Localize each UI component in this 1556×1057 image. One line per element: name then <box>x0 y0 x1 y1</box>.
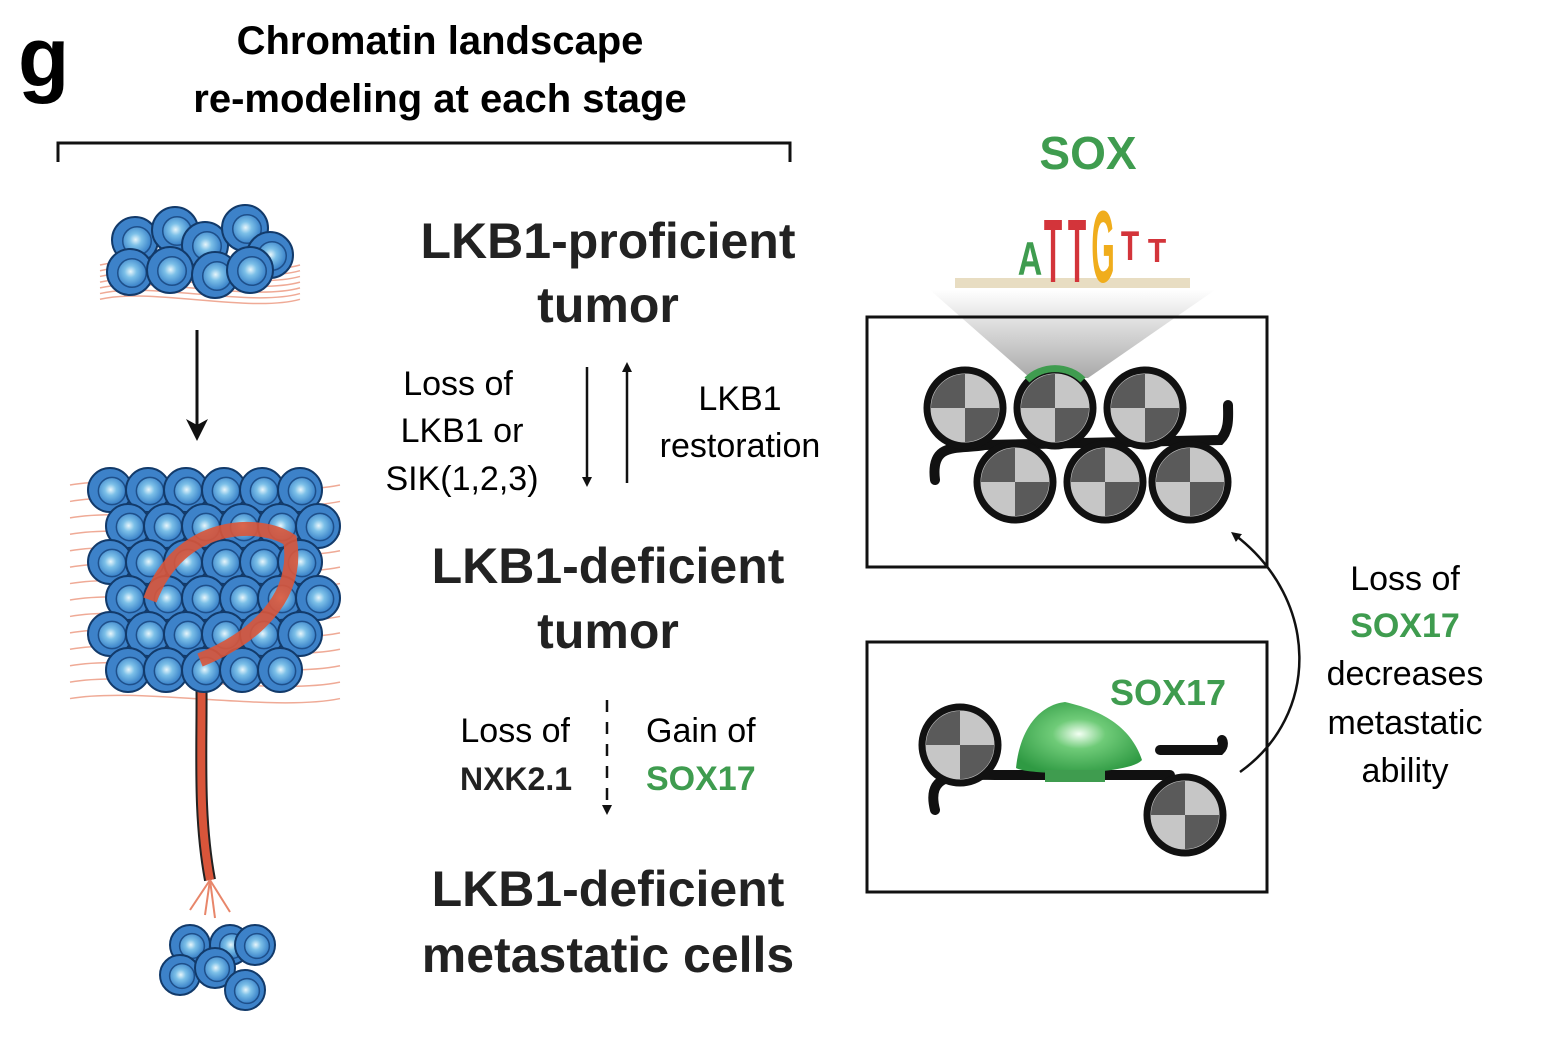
vessel-branch <box>209 879 231 913</box>
tumor-illustration <box>69 204 341 1011</box>
dna <box>929 400 1234 485</box>
nucleus <box>168 962 196 990</box>
histone-quadrant <box>1105 482 1139 516</box>
nucleus <box>153 656 183 686</box>
histone-quadrant <box>931 374 965 408</box>
nucleus <box>173 620 203 650</box>
side-note: decreases <box>1327 655 1484 693</box>
transition-text: Loss of <box>460 712 570 750</box>
stage-label: metastatic cells <box>422 927 794 983</box>
nucleus <box>249 548 279 578</box>
histone-quadrant <box>965 408 999 442</box>
transition-text: LKB1 <box>698 380 781 418</box>
stroma-fiber <box>99 295 301 305</box>
histone-quadrant <box>926 711 960 745</box>
transition-text: Loss of <box>403 365 513 403</box>
vessel-branch <box>189 879 211 911</box>
nucleus <box>305 584 335 614</box>
transition-text: SIK(1,2,3) <box>385 460 538 498</box>
side-note: ability <box>1362 752 1449 790</box>
tumor-vessel <box>143 521 299 667</box>
histone-quadrant <box>1015 482 1049 516</box>
nucleus <box>203 955 231 983</box>
histone-quadrant <box>1071 448 1105 482</box>
nucleus <box>229 584 259 614</box>
nucleus <box>287 476 317 506</box>
nucleus <box>135 476 165 506</box>
nucleus <box>153 512 183 542</box>
vessel-branch <box>204 879 211 916</box>
nucleus <box>116 257 148 289</box>
histone-quadrant <box>1021 374 1055 408</box>
nucleus <box>97 620 127 650</box>
motif-label: SOX <box>1039 127 1136 179</box>
logo-letter: G <box>1091 190 1114 304</box>
nucleus <box>305 512 335 542</box>
logo-letter: T <box>1121 222 1139 269</box>
stage-label: tumor <box>537 603 679 659</box>
transition-text: LKB1 or <box>401 412 524 450</box>
binding-site <box>1045 770 1105 782</box>
histone-quadrant <box>981 448 1015 482</box>
sox17-protein <box>1016 702 1142 773</box>
vessel-branch <box>209 879 216 919</box>
stage-label: tumor <box>537 277 679 333</box>
header-title: re-modeling at each stage <box>193 77 686 121</box>
nucleus <box>249 476 279 506</box>
nucleus <box>211 548 241 578</box>
logo-noise <box>955 278 1190 288</box>
transition-text: NXK2.1 <box>460 761 572 797</box>
nucleus <box>191 584 221 614</box>
nucleus <box>135 620 165 650</box>
histone-quadrant <box>1111 374 1145 408</box>
stage-label: LKB1-deficient <box>432 861 785 917</box>
protein-label: SOX17 <box>1110 672 1226 713</box>
nucleus <box>233 977 261 1005</box>
nucleosomes <box>918 365 1234 857</box>
header-title: Chromatin landscape <box>237 19 644 63</box>
nucleus <box>97 476 127 506</box>
side-note: SOX17 <box>1350 607 1460 645</box>
transition-text: SOX17 <box>646 760 756 798</box>
logo-letter: T <box>1044 202 1062 303</box>
nucleus <box>156 255 188 287</box>
logo-letter: T <box>1148 232 1166 270</box>
motif-logo: A T T G T T <box>955 190 1190 304</box>
motif-cone <box>930 290 1215 378</box>
histone-quadrant <box>1185 815 1219 849</box>
nucleus <box>173 476 203 506</box>
stage-label: LKB1-deficient <box>432 538 785 594</box>
nucleus <box>236 255 268 287</box>
nucleus <box>267 656 297 686</box>
nucleus <box>115 584 145 614</box>
logo-letter: T <box>1068 202 1086 303</box>
nucleus <box>229 656 259 686</box>
histone-quadrant <box>1151 781 1185 815</box>
side-note: metastatic <box>1328 704 1483 742</box>
transition-text: restoration <box>660 427 821 465</box>
nucleus <box>211 476 241 506</box>
chromatin-box <box>865 315 1269 569</box>
histone-quadrant <box>1156 448 1190 482</box>
curved-arrow <box>1231 531 1301 774</box>
bracket <box>56 141 792 162</box>
sox-site <box>1024 365 1086 383</box>
histone-quadrant <box>1190 482 1224 516</box>
nucleus <box>97 548 127 578</box>
logo-letter: A <box>1018 232 1043 285</box>
side-note: Loss of <box>1350 560 1460 598</box>
histone-quadrant <box>1055 408 1089 442</box>
histone-quadrant <box>960 745 994 779</box>
histone-quadrant <box>1145 408 1179 442</box>
panel-label: g <box>18 10 69 104</box>
transition-text: Gain of <box>646 712 756 750</box>
nucleus <box>287 620 317 650</box>
chromatin-box <box>865 640 1269 894</box>
nucleus <box>115 656 145 686</box>
stage-label: LKB1-proficient <box>421 213 796 269</box>
nucleus <box>115 512 145 542</box>
nucleus <box>231 213 263 245</box>
nucleus <box>243 932 271 960</box>
